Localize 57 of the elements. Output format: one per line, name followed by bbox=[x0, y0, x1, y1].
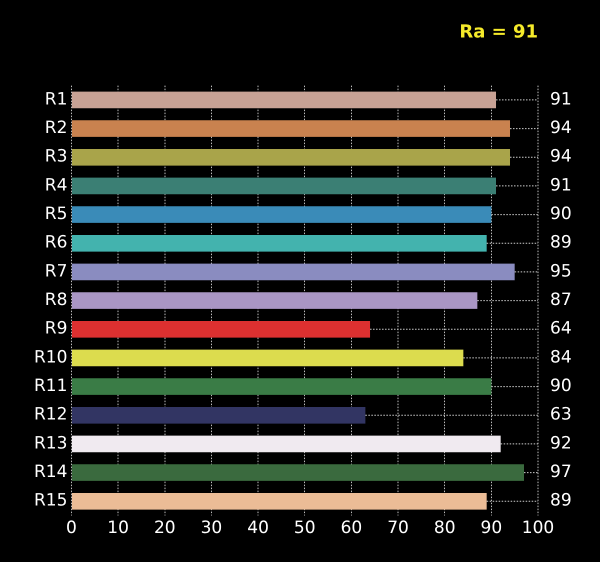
y-tick-label: R12 bbox=[34, 404, 68, 425]
x-tick-label: 50 bbox=[294, 518, 316, 538]
y-tick-label: R6 bbox=[44, 232, 68, 253]
data-label: 91 bbox=[550, 89, 572, 110]
x-tick-label: 30 bbox=[200, 518, 222, 538]
data-label: 92 bbox=[550, 433, 572, 454]
data-label: 89 bbox=[550, 490, 572, 511]
data-label: 94 bbox=[550, 146, 572, 167]
y-tick-label: R1 bbox=[44, 89, 68, 110]
chart-title: Ra = 91 bbox=[459, 21, 538, 42]
bar bbox=[72, 350, 464, 366]
y-tick-label: R5 bbox=[44, 204, 68, 224]
data-label: 84 bbox=[550, 347, 572, 368]
y-tick-label: R10 bbox=[34, 347, 68, 368]
data-label: 95 bbox=[550, 261, 572, 282]
y-tick-label: R2 bbox=[44, 118, 68, 138]
data-label: 91 bbox=[550, 175, 572, 196]
x-tick-label: 80 bbox=[434, 518, 456, 538]
y-tick-label: R15 bbox=[34, 490, 68, 511]
data-label: 87 bbox=[550, 290, 572, 310]
y-tick-label: R3 bbox=[44, 146, 68, 167]
bar bbox=[72, 436, 501, 452]
bar bbox=[72, 406, 366, 424]
y-tick-label: R13 bbox=[34, 433, 68, 454]
x-tick-label: 70 bbox=[387, 518, 409, 538]
bar bbox=[72, 120, 510, 137]
x-tick-label: 20 bbox=[154, 518, 176, 538]
data-label: 64 bbox=[550, 318, 572, 339]
bar bbox=[72, 464, 524, 481]
y-tick-label: R14 bbox=[34, 462, 68, 482]
y-tick-label: R8 bbox=[44, 290, 68, 310]
bar bbox=[72, 178, 496, 194]
bar bbox=[72, 92, 496, 108]
bar bbox=[72, 292, 478, 309]
x-tick-label: 90 bbox=[480, 518, 502, 538]
bar bbox=[72, 492, 487, 510]
data-label: 97 bbox=[550, 462, 572, 482]
data-label: 89 bbox=[550, 232, 572, 253]
x-tick-label: 60 bbox=[340, 518, 362, 538]
bar bbox=[72, 320, 370, 338]
x-tick-label: 40 bbox=[247, 518, 269, 538]
x-tick-label: 10 bbox=[107, 518, 129, 538]
data-label: 94 bbox=[550, 118, 572, 138]
data-label: 90 bbox=[550, 204, 572, 224]
x-tick-label: 0 bbox=[66, 518, 77, 538]
bar bbox=[72, 206, 492, 223]
bar bbox=[72, 264, 515, 280]
y-tick-label: R7 bbox=[44, 261, 68, 282]
y-tick-label: R4 bbox=[44, 175, 68, 196]
y-tick-label: R9 bbox=[44, 318, 68, 339]
bar bbox=[72, 148, 510, 166]
bar bbox=[72, 234, 487, 252]
data-label: 63 bbox=[550, 404, 572, 425]
bar bbox=[72, 378, 492, 395]
y-tick-label: R11 bbox=[34, 376, 68, 396]
data-label: 90 bbox=[550, 376, 572, 396]
x-tick-label: 100 bbox=[522, 518, 554, 538]
